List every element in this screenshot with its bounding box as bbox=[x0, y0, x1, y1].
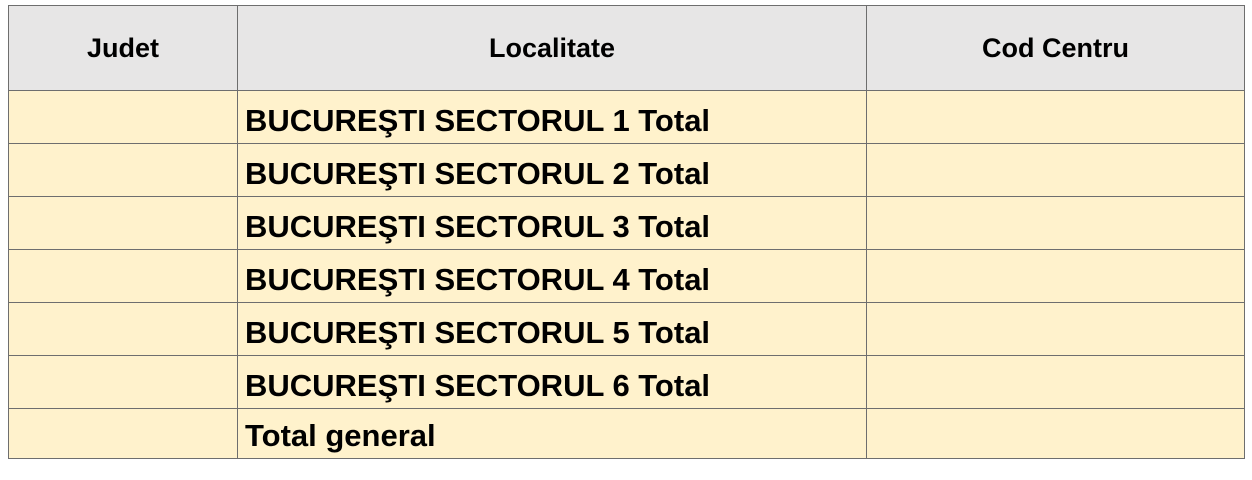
table-cell: BUCUREŞTI SECTORUL 3 Total bbox=[237, 196, 867, 250]
table-cell bbox=[8, 408, 238, 459]
table-cell bbox=[8, 249, 238, 303]
table-cell: BUCUREŞTI SECTORUL 5 Total bbox=[237, 302, 867, 356]
table-cell bbox=[866, 249, 1245, 303]
table-cell bbox=[8, 143, 238, 197]
table-row: BUCUREŞTI SECTORUL 6 Total bbox=[8, 355, 1245, 409]
table-cell bbox=[8, 90, 238, 144]
table-cell bbox=[866, 302, 1245, 356]
header-row: Judet Localitate Cod Centru bbox=[8, 5, 1245, 91]
table-cell: BUCUREŞTI SECTORUL 2 Total bbox=[237, 143, 867, 197]
table-cell bbox=[866, 90, 1245, 144]
column-header: Localitate bbox=[237, 5, 867, 91]
column-header: Cod Centru bbox=[866, 5, 1245, 91]
data-table: Judet Localitate Cod Centru BUCUREŞTI SE… bbox=[8, 5, 1245, 459]
table-cell bbox=[8, 302, 238, 356]
table-row: BUCUREŞTI SECTORUL 1 Total bbox=[8, 90, 1245, 144]
table-cell bbox=[866, 143, 1245, 197]
table-cell: BUCUREŞTI SECTORUL 1 Total bbox=[237, 90, 867, 144]
table-row: BUCUREŞTI SECTORUL 4 Total bbox=[8, 249, 1245, 303]
table-cell bbox=[866, 355, 1245, 409]
table-cell bbox=[8, 196, 238, 250]
table-row: BUCUREŞTI SECTORUL 2 Total bbox=[8, 143, 1245, 197]
table-row: BUCUREŞTI SECTORUL 3 Total bbox=[8, 196, 1245, 250]
table-cell: BUCUREŞTI SECTORUL 4 Total bbox=[237, 249, 867, 303]
table-body: BUCUREŞTI SECTORUL 1 Total BUCUREŞTI SECT… bbox=[8, 90, 1245, 459]
table-row: Total general bbox=[8, 408, 1245, 459]
table-row: BUCUREŞTI SECTORUL 5 Total bbox=[8, 302, 1245, 356]
table-cell: Total general bbox=[237, 408, 867, 459]
table-cell bbox=[866, 408, 1245, 459]
table-cell bbox=[8, 355, 238, 409]
column-header: Judet bbox=[8, 5, 238, 91]
table-cell bbox=[866, 196, 1245, 250]
table-cell: BUCUREŞTI SECTORUL 6 Total bbox=[237, 355, 867, 409]
